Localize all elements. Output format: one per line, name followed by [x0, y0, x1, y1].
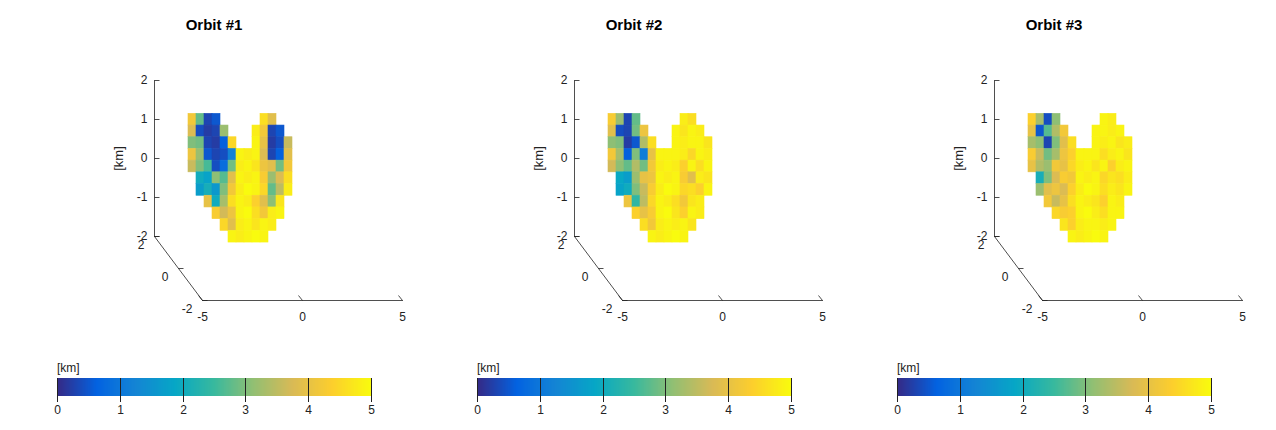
- svg-text:-5: -5: [197, 310, 208, 324]
- svg-text:0: 0: [894, 403, 901, 417]
- svg-text:0: 0: [981, 151, 988, 165]
- svg-text:0: 0: [561, 151, 568, 165]
- svg-text:5: 5: [399, 310, 406, 324]
- svg-text:3: 3: [1082, 403, 1089, 417]
- svg-text:[km]: [km]: [531, 146, 546, 171]
- svg-text:0: 0: [474, 403, 481, 417]
- svg-text:0: 0: [582, 270, 589, 284]
- svg-text:1: 1: [537, 403, 544, 417]
- svg-text:-1: -1: [557, 190, 568, 204]
- svg-text:-2: -2: [182, 302, 193, 316]
- svg-text:-2: -2: [602, 302, 613, 316]
- svg-text:5: 5: [788, 403, 795, 417]
- svg-text:3: 3: [242, 403, 249, 417]
- svg-text:2: 2: [978, 238, 985, 252]
- svg-text:5: 5: [1239, 310, 1246, 324]
- svg-text:-2: -2: [136, 229, 148, 244]
- svg-text:4: 4: [725, 403, 732, 417]
- svg-text:1: 1: [957, 403, 964, 417]
- svg-text:0: 0: [719, 310, 726, 324]
- svg-text:0: 0: [54, 403, 61, 417]
- svg-text:0: 0: [1002, 270, 1009, 284]
- svg-text:2: 2: [561, 73, 568, 87]
- html-text:Orbit #3: Orbit #3: [1025, 16, 1083, 33]
- svg-text:[km]: [km]: [951, 146, 966, 171]
- svg-text:2: 2: [141, 73, 148, 87]
- svg-text:[km]: [km]: [477, 361, 500, 375]
- svg-text:1: 1: [117, 403, 124, 417]
- svg-text:2: 2: [558, 238, 565, 252]
- svg-text:-1: -1: [137, 190, 148, 204]
- svg-text:2: 2: [981, 73, 988, 87]
- html-text:Orbit #2: Orbit #2: [605, 16, 663, 33]
- svg-text:3: 3: [662, 403, 669, 417]
- svg-text:2: 2: [138, 238, 145, 252]
- svg-text:-2: -2: [1022, 302, 1033, 316]
- svg-text:1: 1: [981, 112, 988, 126]
- svg-text:0: 0: [141, 151, 148, 165]
- svg-text:4: 4: [305, 403, 312, 417]
- svg-text:-1: -1: [977, 190, 988, 204]
- svg-text:0: 0: [162, 270, 169, 284]
- svg-text:4: 4: [1145, 403, 1152, 417]
- svg-text:2: 2: [600, 403, 607, 417]
- svg-text:0: 0: [1139, 310, 1146, 324]
- svg-text:5: 5: [1208, 403, 1215, 417]
- svg-text:[km]: [km]: [897, 361, 920, 375]
- svg-text:5: 5: [368, 403, 375, 417]
- svg-text:-2: -2: [976, 229, 988, 244]
- svg-text:1: 1: [141, 112, 148, 126]
- svg-text:5: 5: [819, 310, 826, 324]
- svg-text:0: 0: [299, 310, 306, 324]
- html-text:Orbit #1: Orbit #1: [185, 16, 243, 33]
- svg-text:-5: -5: [1037, 310, 1048, 324]
- svg-text:[km]: [km]: [111, 146, 126, 171]
- svg-text:[km]: [km]: [57, 361, 80, 375]
- svg-text:2: 2: [1020, 403, 1027, 417]
- svg-text:-5: -5: [617, 310, 628, 324]
- svg-text:1: 1: [561, 112, 568, 126]
- svg-text:-2: -2: [556, 229, 568, 244]
- svg-text:2: 2: [180, 403, 187, 417]
